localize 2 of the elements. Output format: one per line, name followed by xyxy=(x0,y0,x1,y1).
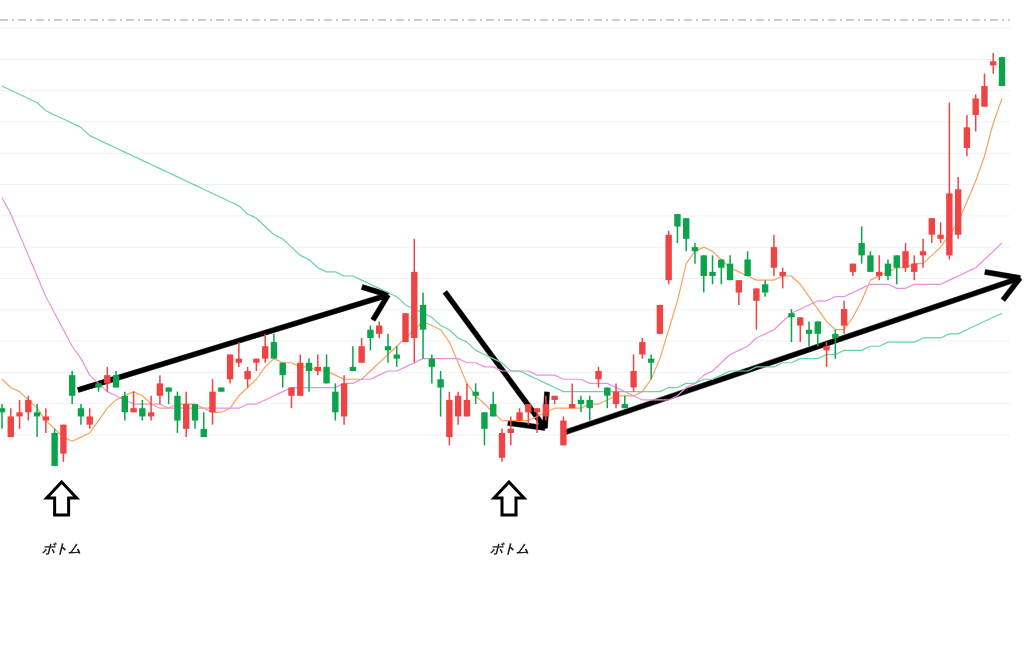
annotation: ボトム xyxy=(42,541,82,556)
annotation: ボトム xyxy=(489,541,529,556)
